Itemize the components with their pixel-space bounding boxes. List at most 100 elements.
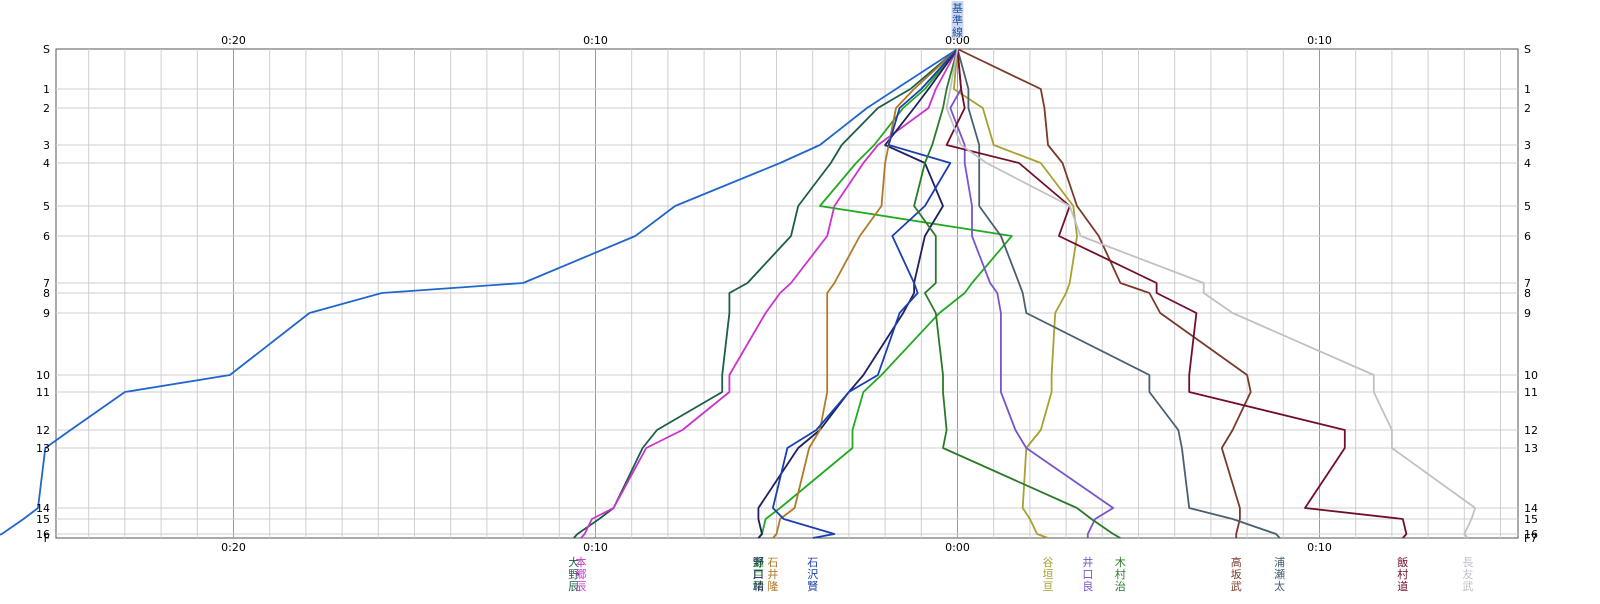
y-tick-label-right: 12	[1524, 424, 1538, 437]
y-tick-label-left: S	[43, 43, 50, 56]
series-layer	[0, 48, 1477, 539]
series-name-label: 戸	[753, 568, 764, 581]
series-name-label: 浦	[1274, 556, 1285, 569]
series-name-label: 隆	[767, 579, 778, 593]
series-name-label: 村	[1115, 567, 1126, 581]
series-name-label: 沢	[807, 567, 818, 581]
x-tick-label-top: 0:20	[221, 34, 246, 47]
reference-marker-bg	[951, 1, 964, 38]
series-name-label: 治	[1115, 579, 1126, 593]
series-name-label: 垣	[1043, 568, 1054, 581]
y-tick-label-right: 14	[1524, 502, 1538, 515]
y-tick-label-right: 4	[1524, 157, 1531, 170]
series-name-label: 辰	[568, 580, 579, 593]
y-tick-label-left: 3	[43, 139, 50, 152]
y-tick-label-right: 11	[1524, 386, 1538, 399]
y-tick-label-left: 7	[43, 277, 50, 290]
y-tick-label-left: 1	[43, 83, 50, 96]
y-tick-label-right: 9	[1524, 307, 1531, 320]
series-name-label: 高	[1231, 555, 1242, 569]
series-name-label: 村	[1397, 567, 1408, 581]
series-name-label: 亘	[1043, 580, 1054, 593]
series-name-label: 道	[1397, 579, 1408, 593]
series-name-label: 瀬	[753, 555, 764, 569]
reference-marker-label: 基	[952, 2, 963, 15]
y-tick-label-right: 15	[1524, 513, 1538, 526]
grid-layer	[55, 48, 1519, 539]
y-tick-label-left: 10	[36, 369, 50, 382]
x-tick-label-bottom: 0:10	[1307, 541, 1332, 554]
series-name-label: 石	[807, 556, 818, 569]
y-tick-label-left: 6	[43, 230, 50, 243]
series-name-label: 井	[1082, 555, 1093, 569]
series-line	[0, 48, 958, 536]
y-tick-label-right: S	[1524, 43, 1531, 56]
series-name-label: 賢	[807, 580, 818, 593]
y-tick-label-left: 9	[43, 307, 50, 320]
series-name-label: 友	[1462, 567, 1473, 581]
y-tick-label-right: 2	[1524, 102, 1531, 115]
y-tick-label-left: 11	[36, 386, 50, 399]
x-tick-label-bottom: 0:20	[221, 541, 246, 554]
x-tick-label-bottom: 0:00	[945, 541, 970, 554]
series-line	[757, 48, 1013, 539]
y-tick-label-right: 1	[1524, 83, 1531, 96]
x-tick-label-top: 0:10	[583, 34, 608, 47]
series-name-label: 野	[753, 556, 764, 569]
y-tick-label-left: 13	[36, 442, 50, 455]
label-layer: 0:200:200:100:100:000:000:100:10S S1 12 23 3…	[36, 1, 1538, 593]
series-name-label: 坂	[1231, 568, 1242, 581]
series-line	[957, 48, 1252, 538]
series-name-label: 瀬	[1274, 567, 1285, 581]
series-name-label: 野	[568, 568, 579, 581]
series-line	[953, 48, 1078, 539]
series-name-label: 郷	[576, 567, 587, 581]
x-tick-label-bottom: 0:10	[583, 541, 608, 554]
series-name-label: 飯	[1397, 555, 1408, 569]
series-name-label: 谷	[1043, 556, 1054, 569]
series-name-label: 武	[1231, 580, 1242, 593]
series-name-label: 良	[1082, 579, 1093, 593]
series-line	[949, 48, 1115, 538]
y-tick-label-right: 7	[1524, 277, 1531, 290]
y-tick-label-left: 12	[36, 424, 50, 437]
y-tick-label-right: 10	[1524, 369, 1538, 382]
series-name-label: 大	[568, 555, 579, 569]
y-tick-label-right: 6	[1524, 230, 1531, 243]
y-tick-label-left: 8	[43, 287, 50, 300]
y-tick-label-left: F	[44, 532, 50, 545]
series-name-label: 口	[1082, 568, 1093, 581]
series-name-label: 和	[753, 580, 764, 593]
series-line	[945, 48, 1408, 539]
x-tick-label-top: 0:10	[1307, 34, 1332, 47]
reference-marker-label: 線	[952, 25, 963, 39]
y-tick-label-left: 16	[36, 528, 50, 541]
series-name-label: 本	[576, 555, 587, 569]
y-tick-label-left: 15	[36, 513, 50, 526]
y-tick-label-right: 8	[1524, 287, 1531, 300]
y-tick-label-left: 2	[43, 102, 50, 115]
y-tick-label-right: 13	[1524, 442, 1538, 455]
y-tick-label-right: 16	[1524, 528, 1538, 541]
series-name-label: 口	[753, 568, 764, 581]
series-name-label: 太	[1274, 580, 1285, 593]
y-tick-label-left: 4	[43, 157, 50, 170]
series-line	[580, 48, 959, 539]
y-tick-label-right: 3	[1524, 139, 1531, 152]
series-name-label: 辰	[576, 580, 587, 593]
y-tick-label-left: 14	[36, 502, 50, 515]
series-line	[913, 48, 1121, 539]
y-tick-label-right: F7	[1524, 532, 1537, 545]
series-line	[772, 48, 959, 539]
y-tick-label-right: 5	[1524, 200, 1531, 213]
series-line	[945, 48, 1477, 539]
series-name-label: 靖	[753, 580, 764, 593]
x-tick-label-top: 0:00	[945, 34, 970, 47]
series-name-label: 武	[1462, 580, 1473, 593]
y-tick-label-left: 5	[43, 200, 50, 213]
series-name-label: 井	[767, 567, 778, 581]
series-name-label: 石	[767, 556, 778, 569]
reference-marker-label: 準	[952, 13, 963, 27]
series-name-label: 木	[1115, 556, 1126, 569]
